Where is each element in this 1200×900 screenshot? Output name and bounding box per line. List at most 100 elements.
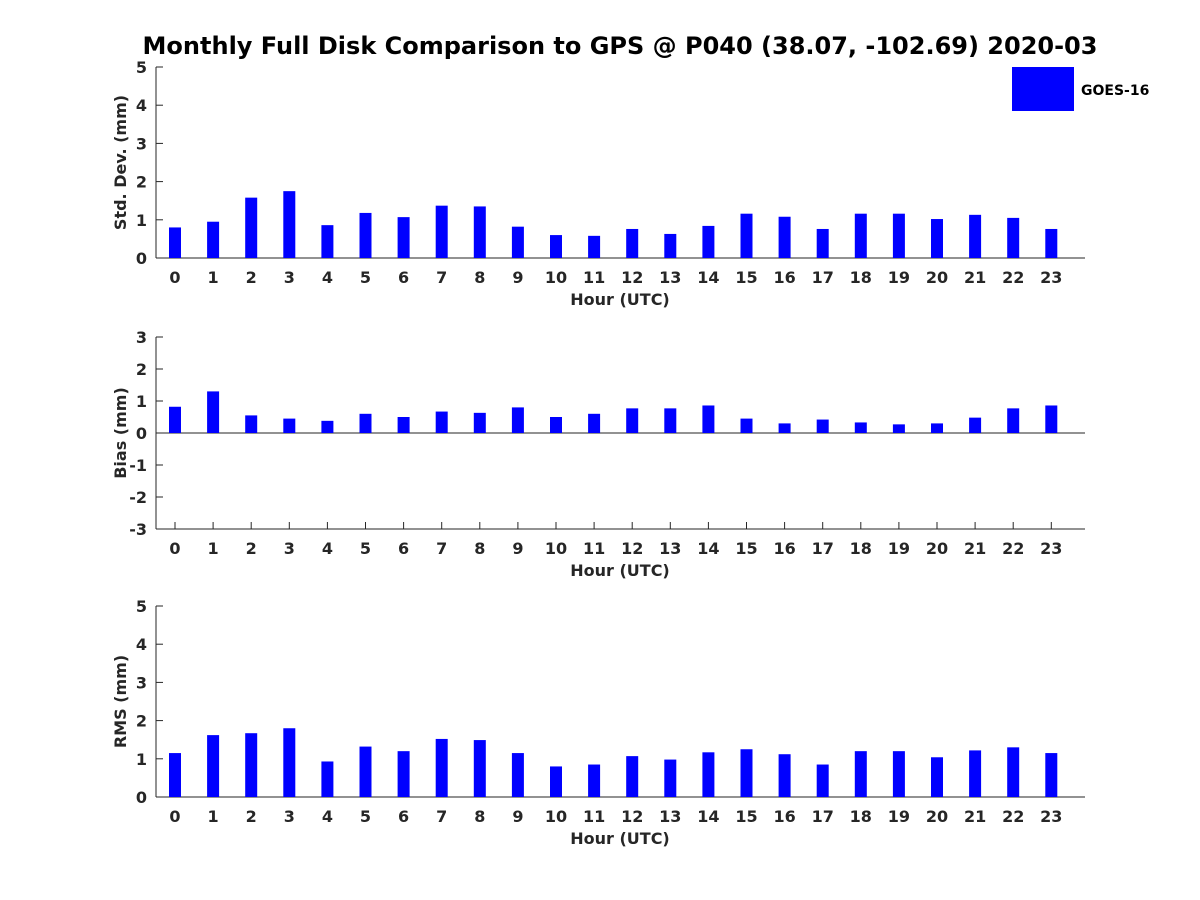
- rms-x-axis-label: Hour (UTC): [570, 829, 670, 848]
- rms-bar: [169, 753, 181, 797]
- std-dev-x-tick-label: 0: [169, 268, 180, 287]
- rms-x-tick-label: 7: [436, 807, 447, 826]
- std-dev-x-tick-label: 17: [812, 268, 834, 287]
- bias-x-tick-label: 21: [964, 539, 986, 558]
- bias-x-tick-label: 14: [697, 539, 719, 558]
- bias-y-tick-label: 2: [136, 360, 147, 379]
- rms-x-tick-label: 5: [360, 807, 371, 826]
- bias-bar: [892, 424, 905, 433]
- rms-x-tick-label: 9: [512, 807, 523, 826]
- bias-y-tick-label: -2: [129, 488, 147, 507]
- std-dev-bar: [816, 228, 829, 258]
- std-dev-y-tick-label: 3: [136, 134, 147, 153]
- rms-bar: [550, 766, 562, 797]
- rms-bar: [321, 761, 334, 797]
- std-dev-x-tick-label: 7: [436, 268, 447, 287]
- rms-bar: [359, 746, 372, 797]
- bias-y-tick-label: 0: [136, 424, 147, 443]
- std-dev-x-tick-label: 11: [583, 268, 605, 287]
- rms-x-tick-label: 0: [169, 807, 180, 826]
- std-dev-bar: [931, 219, 943, 258]
- bias-y-tick-label: 1: [136, 392, 147, 411]
- bias-x-tick-label: 19: [888, 539, 910, 558]
- bias-bar: [740, 418, 753, 433]
- bias-bar: [550, 417, 562, 433]
- rms-y-tick-label: 4: [136, 635, 147, 654]
- bias-x-tick-label: 13: [659, 539, 681, 558]
- std-dev-bar: [397, 217, 410, 258]
- rms-x-tick-label: 19: [888, 807, 910, 826]
- chart-title: Monthly Full Disk Comparison to GPS @ P0…: [143, 32, 1098, 60]
- std-dev-x-axis-label: Hour (UTC): [570, 290, 670, 309]
- rms-bar: [397, 751, 410, 797]
- bias-x-tick-label: 8: [474, 539, 485, 558]
- std-dev-x-tick-label: 21: [964, 268, 986, 287]
- bias-y-tick-label: 3: [136, 328, 147, 347]
- std-dev-bar: [359, 212, 372, 258]
- rms-bar: [969, 750, 982, 797]
- std-dev-x-tick-label: 13: [659, 268, 681, 287]
- std-dev-y-tick-label: 5: [136, 58, 147, 77]
- rms-bar: [778, 754, 791, 797]
- rms-bar: [892, 751, 905, 797]
- bias-x-tick-label: 16: [773, 539, 795, 558]
- bias-x-tick-label: 0: [169, 539, 180, 558]
- bias-x-tick-label: 12: [621, 539, 643, 558]
- legend-label: GOES-16: [1081, 83, 1149, 99]
- std-dev-bar: [245, 197, 258, 258]
- rms-bar: [702, 752, 715, 797]
- rms-x-tick-label: 1: [208, 807, 219, 826]
- rms-x-tick-label: 10: [545, 807, 567, 826]
- rms-y-axis-label: RMS (mm): [111, 655, 130, 748]
- rms-y-tick-label: 1: [136, 750, 147, 769]
- bias-y-axis-label: Bias (mm): [111, 387, 130, 479]
- rms-bar: [435, 738, 448, 797]
- bias-bar: [283, 418, 296, 433]
- bias-y-tick-label: -3: [129, 520, 147, 539]
- bias-bar: [969, 417, 982, 433]
- rms-bar: [740, 749, 753, 797]
- rms-x-tick-label: 13: [659, 807, 681, 826]
- std-dev-bar: [969, 214, 982, 258]
- rms-x-tick-label: 11: [583, 807, 605, 826]
- rms-bar: [511, 753, 524, 797]
- bias-x-tick-label: 7: [436, 539, 447, 558]
- std-dev-x-tick-label: 2: [246, 268, 257, 287]
- bias-bar: [511, 407, 524, 433]
- std-dev-bar: [664, 233, 677, 258]
- rms-x-tick-label: 2: [246, 807, 257, 826]
- rms-x-tick-label: 6: [398, 807, 409, 826]
- rms-x-tick-label: 14: [697, 807, 719, 826]
- std-dev-bar: [588, 235, 601, 258]
- bias-bar: [854, 422, 867, 433]
- rms-x-tick-label: 20: [926, 807, 948, 826]
- bias-bar: [931, 423, 943, 433]
- std-dev-x-tick-label: 15: [735, 268, 757, 287]
- bias-x-tick-label: 3: [284, 539, 295, 558]
- bias-x-tick-label: 18: [850, 539, 872, 558]
- std-dev-bar: [283, 191, 296, 258]
- rms-x-tick-label: 12: [621, 807, 643, 826]
- std-dev-y-axis-label: Std. Dev. (mm): [111, 95, 130, 230]
- bias-x-axis-label: Hour (UTC): [570, 561, 670, 580]
- std-dev-bar: [854, 213, 867, 258]
- std-dev-bar: [511, 226, 524, 258]
- std-dev-x-tick-label: 18: [850, 268, 872, 287]
- rms-y-tick-label: 3: [136, 673, 147, 692]
- std-dev-x-tick-label: 19: [888, 268, 910, 287]
- bias-bar: [245, 415, 258, 433]
- std-dev-bar: [1045, 228, 1058, 258]
- std-dev-bar: [321, 225, 334, 258]
- std-dev-bar: [169, 227, 181, 258]
- std-dev-bar: [626, 228, 639, 258]
- bias-x-tick-label: 4: [322, 539, 333, 558]
- bias-bar: [435, 411, 448, 433]
- std-dev-x-tick-label: 12: [621, 268, 643, 287]
- rms-y-tick-label: 2: [136, 712, 147, 731]
- rms-y-tick-label: 0: [136, 788, 147, 807]
- rms-bar: [931, 757, 943, 797]
- bias-bar: [664, 408, 677, 433]
- bias-bar: [473, 412, 486, 433]
